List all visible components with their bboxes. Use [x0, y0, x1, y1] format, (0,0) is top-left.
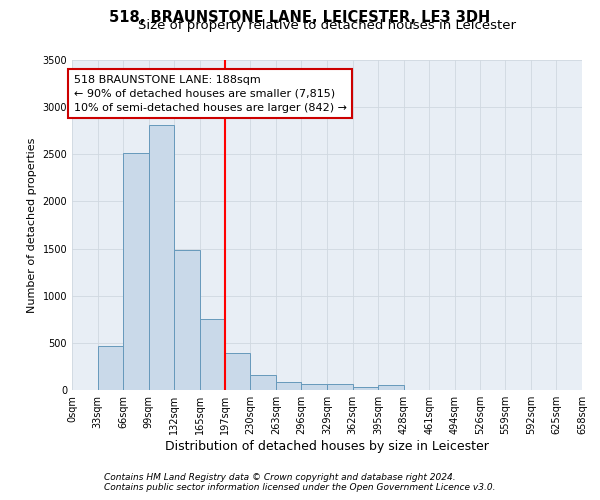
Bar	[353, 386, 378, 390]
Bar	[149, 124, 175, 390]
X-axis label: Distribution of detached houses by size in Leicester: Distribution of detached houses by size …	[165, 440, 489, 453]
Text: Contains HM Land Registry data © Crown copyright and database right 2024.
Contai: Contains HM Land Registry data © Crown c…	[104, 473, 496, 492]
Bar	[123, 153, 149, 390]
Title: Size of property relative to detached houses in Leicester: Size of property relative to detached ho…	[138, 20, 516, 32]
Bar	[175, 250, 200, 390]
Bar	[224, 353, 250, 390]
Text: 518 BRAUNSTONE LANE: 188sqm
← 90% of detached houses are smaller (7,815)
10% of : 518 BRAUNSTONE LANE: 188sqm ← 90% of det…	[74, 75, 347, 113]
Y-axis label: Number of detached properties: Number of detached properties	[27, 138, 37, 312]
Bar	[327, 384, 353, 390]
Bar	[378, 385, 404, 390]
Bar	[200, 320, 224, 390]
Bar	[98, 346, 123, 390]
Bar	[301, 384, 327, 390]
Bar	[250, 376, 276, 390]
Bar	[276, 382, 301, 390]
Text: 518, BRAUNSTONE LANE, LEICESTER, LE3 3DH: 518, BRAUNSTONE LANE, LEICESTER, LE3 3DH	[109, 10, 491, 25]
